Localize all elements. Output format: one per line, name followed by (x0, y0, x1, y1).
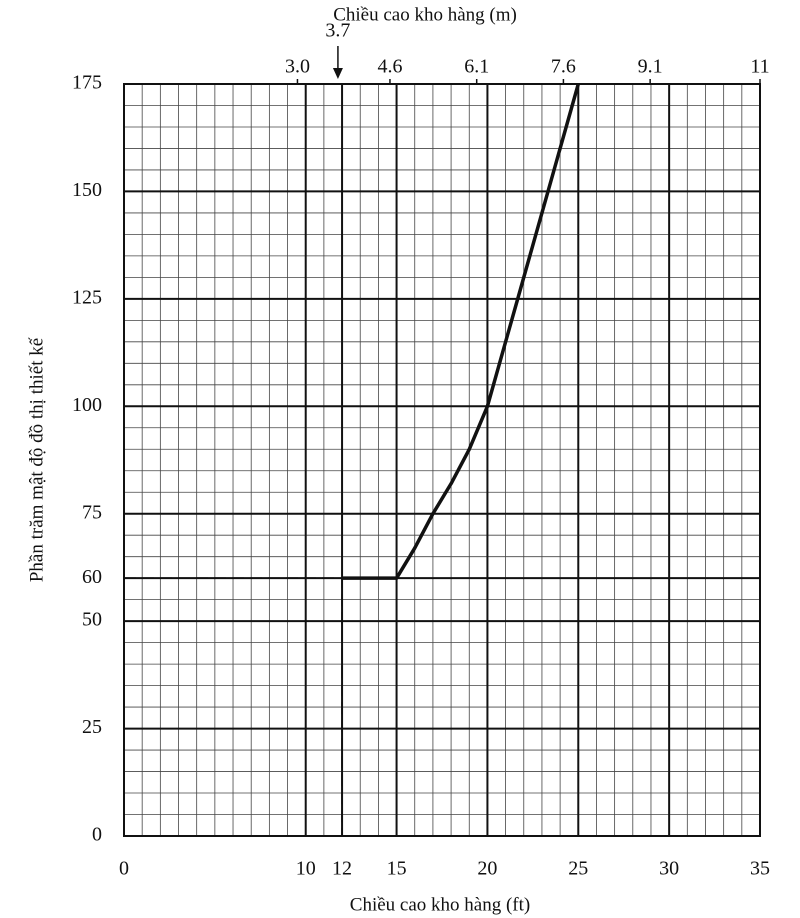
y-tick-label: 150 (72, 179, 102, 201)
x2-tick-label: 3.0 (285, 56, 310, 78)
x-axis-title: Chiều cao kho hàng (ft) (350, 894, 530, 915)
x-tick-label: 12 (332, 858, 352, 880)
plot-frame (123, 83, 761, 837)
y-tick-label: 175 (72, 72, 102, 94)
y-tick-label: 125 (72, 286, 102, 308)
x2-axis-title: Chiều cao kho hàng (m) (333, 4, 517, 25)
y-tick-label: 50 (82, 609, 102, 631)
y-tick-label: 0 (92, 824, 102, 846)
y-tick-label: 25 (82, 716, 102, 738)
data-line (342, 83, 580, 580)
y-tick-label: 60 (82, 566, 102, 588)
x2-marker-label: 3.7 (325, 20, 350, 42)
x-tick-label: 10 (296, 858, 316, 880)
y-tick-label: 75 (82, 501, 102, 523)
x-tick-label: 25 (568, 858, 588, 880)
x-tick-label: 30 (659, 858, 679, 880)
x2-marker-arrowhead (332, 68, 343, 79)
x2-tick-label: 9.1 (638, 56, 663, 78)
x2-tick-label: 4.6 (377, 56, 402, 78)
x-tick-label: 20 (477, 858, 497, 880)
y-tick-label: 100 (72, 394, 102, 416)
x2-tick-label: 6.1 (464, 56, 489, 78)
reference-line (124, 577, 343, 836)
x2-tick-label: 7.6 (551, 56, 576, 78)
x-tick-label: 15 (387, 858, 407, 880)
x-tick-label: 0 (119, 858, 129, 880)
x-tick-label: 35 (750, 858, 770, 880)
y-axis-title: Phần trăm mật độ đồ thị thiết kế (26, 337, 47, 582)
x2-tick-label: 11 (750, 56, 769, 78)
